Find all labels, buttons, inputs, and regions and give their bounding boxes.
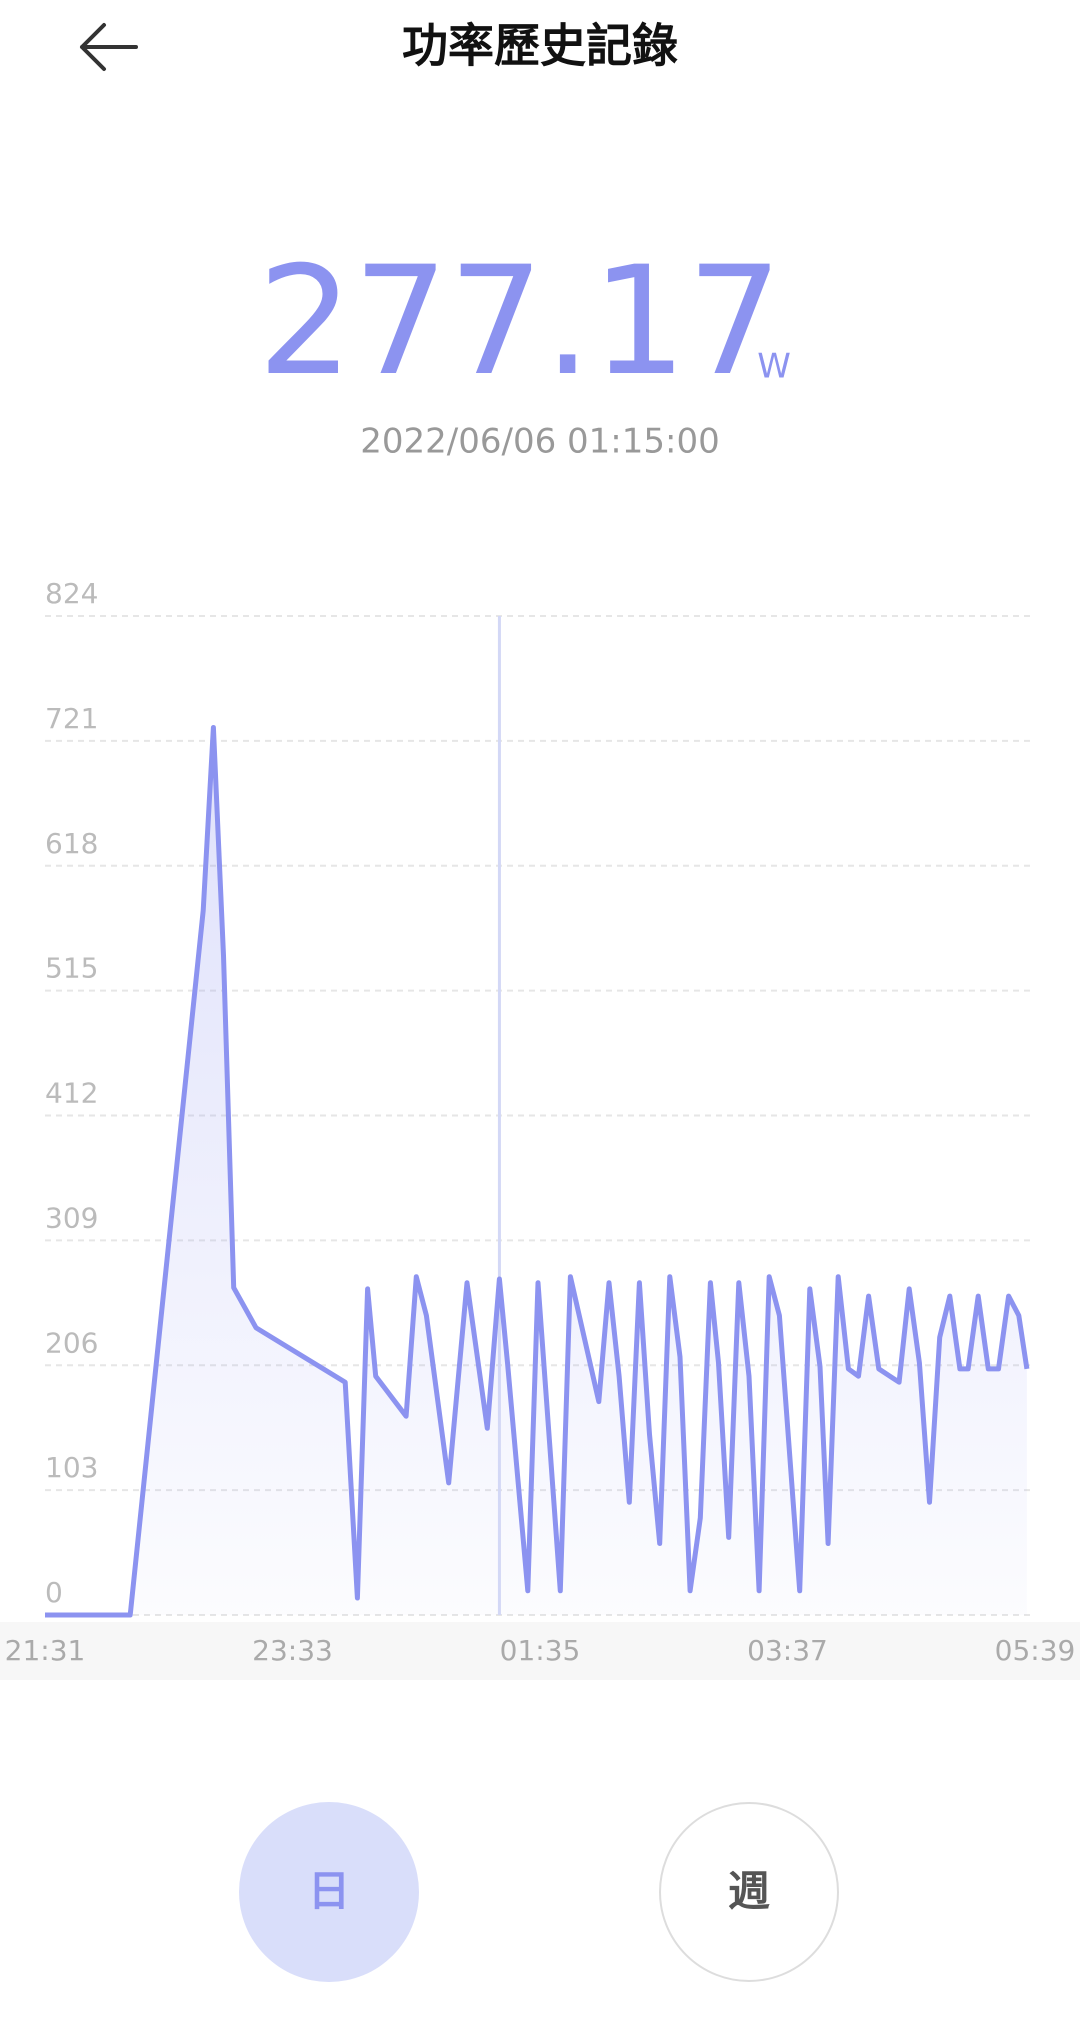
x-tick-label: 23:33 xyxy=(252,1634,333,1667)
y-tick-label: 206 xyxy=(45,1326,98,1359)
area xyxy=(45,727,1027,1615)
page-title: 功率歷史記錄 xyxy=(402,19,678,73)
y-tick-label: 412 xyxy=(45,1077,98,1110)
reading-unit: W xyxy=(757,347,791,387)
day-tab[interactable]: 日 xyxy=(239,1802,419,1982)
reading-value: 277.17 xyxy=(258,235,783,409)
line xyxy=(45,725,1030,1618)
chart: 0 103 206 309 412 515 618 721 824 21:31 23:33 01:35… xyxy=(5,577,1076,1667)
x-axis-band xyxy=(0,1622,1080,1680)
x-tick-label: 21:31 xyxy=(5,1634,86,1667)
y-tick-label: 0 xyxy=(45,1576,63,1609)
reading-timestamp: 2022/06/06 01:15:00 xyxy=(360,422,719,462)
y-tick-label: 721 xyxy=(45,702,98,735)
x-tick-label: 01:35 xyxy=(500,1634,581,1667)
tab-label: 日 xyxy=(308,1867,350,1916)
back-button[interactable] xyxy=(80,23,138,71)
x-tick-label: 03:37 xyxy=(747,1634,828,1667)
y-tick-label: 824 xyxy=(45,577,98,610)
week-tab[interactable]: 週 xyxy=(659,1802,839,1982)
y-tick-label: 309 xyxy=(45,1201,98,1234)
tab-label: 週 xyxy=(728,1867,770,1916)
y-tick-label: 103 xyxy=(45,1451,98,1484)
x-tick-label: 05:39 xyxy=(995,1634,1076,1667)
y-tick-label: 618 xyxy=(45,827,98,860)
y-tick-label: 515 xyxy=(45,952,98,985)
